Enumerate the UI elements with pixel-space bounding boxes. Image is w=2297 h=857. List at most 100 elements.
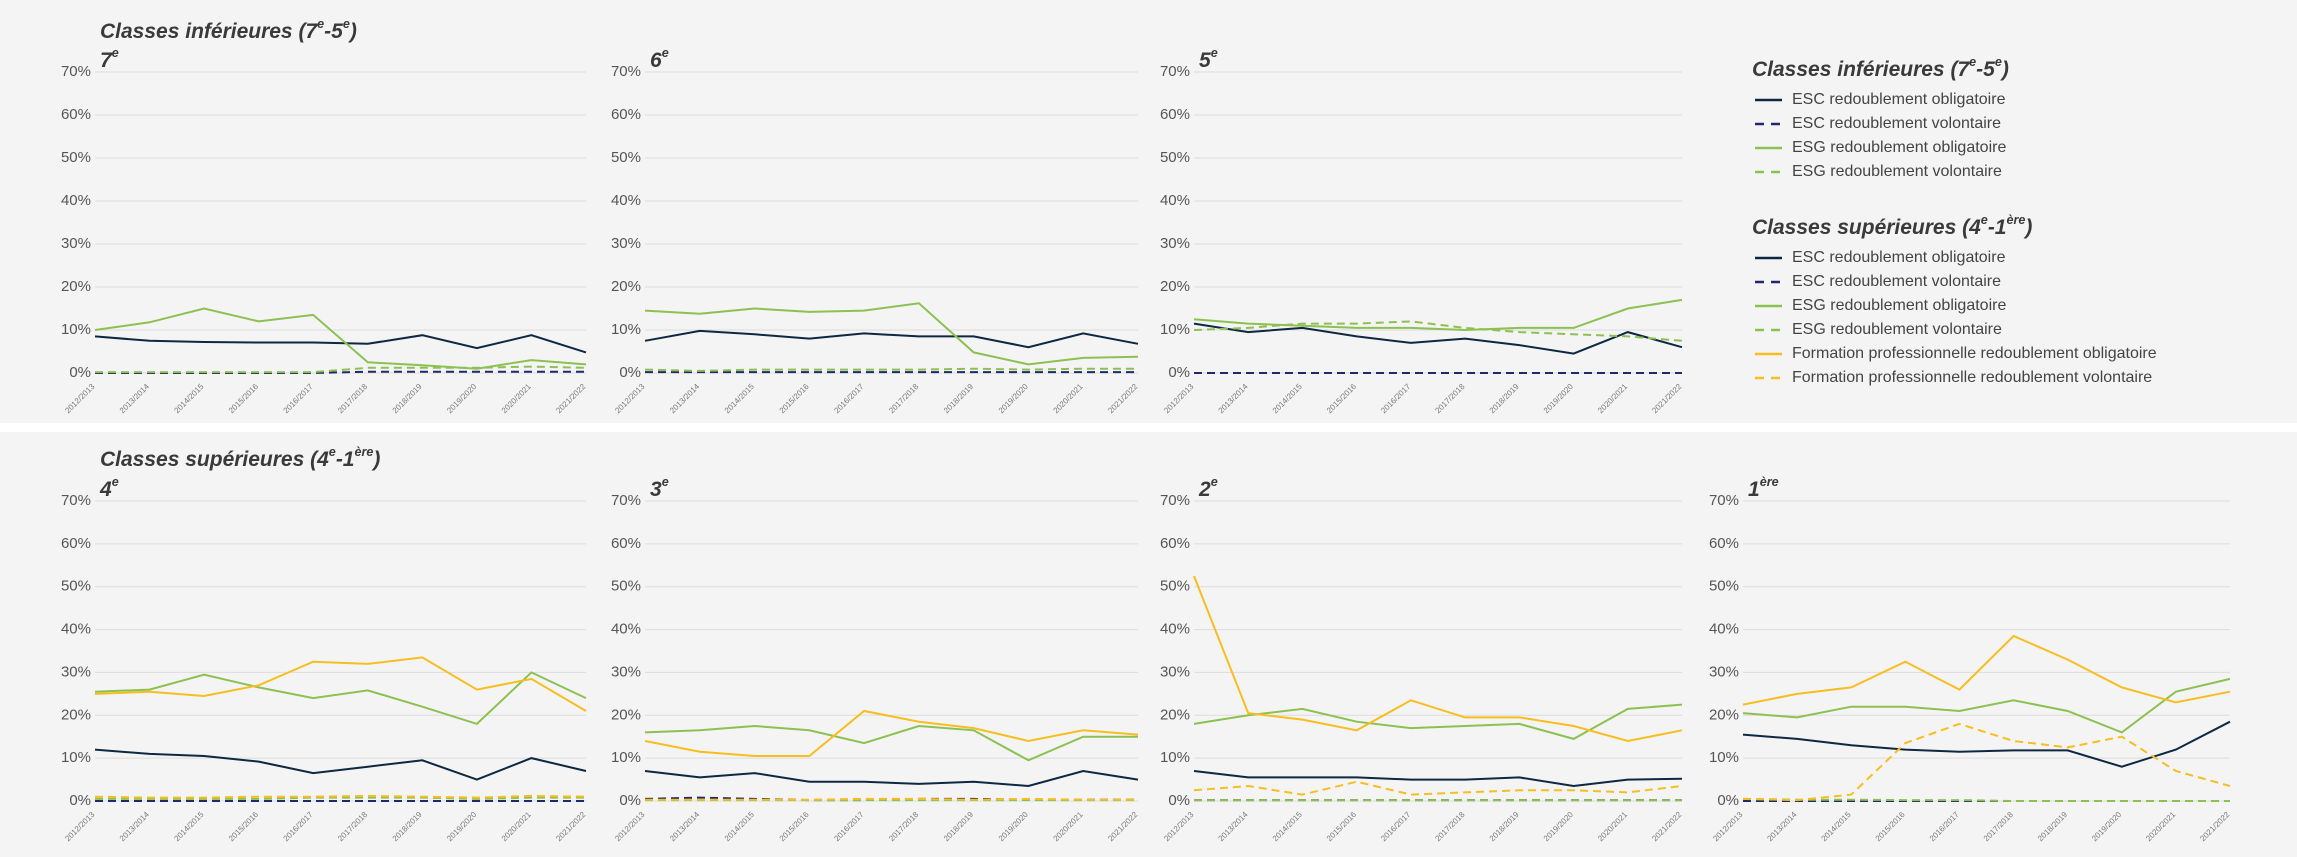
legend-label: ESG redoublement volontaire xyxy=(1792,321,2002,338)
y-tick-label: 70% xyxy=(61,63,91,80)
y-tick-label: 30% xyxy=(611,663,641,680)
legend-label: ESG redoublement obligatoire xyxy=(1792,139,2006,156)
series-line xyxy=(94,794,587,799)
y-tick-label: 10% xyxy=(1160,321,1190,338)
panel-title-part: ère xyxy=(355,445,374,459)
y-tick-label: 30% xyxy=(61,663,91,680)
panel-title-part: e xyxy=(329,445,336,459)
series-line xyxy=(644,367,1138,372)
legend-label: Formation professionnelle redoublement o… xyxy=(1792,345,2157,362)
y-tick-label: 30% xyxy=(61,235,91,252)
y-tick-label: 10% xyxy=(611,321,641,338)
y-tick-label: 0% xyxy=(69,792,91,809)
series-line xyxy=(644,329,1139,349)
panel-title-part: e xyxy=(317,17,324,31)
y-tick-label: 0% xyxy=(69,364,91,381)
series-line xyxy=(1742,677,2231,734)
legend-title-part: Classes inférieures (7 xyxy=(1752,58,1970,81)
y-tick-label: 40% xyxy=(1160,621,1190,638)
series-line xyxy=(644,724,1138,762)
y-tick-label: 30% xyxy=(1709,663,1739,680)
y-tick-label: 10% xyxy=(1709,749,1739,766)
y-tick-label: 50% xyxy=(61,149,91,166)
y-tick-label: 10% xyxy=(61,321,91,338)
chart-label-part: e xyxy=(662,475,669,489)
chart-label-part: e xyxy=(662,46,669,60)
legend-title-part: ère xyxy=(2007,213,2026,227)
series-line xyxy=(1193,770,1683,788)
chart-label: 1ère xyxy=(1748,475,1779,500)
y-tick-label: 70% xyxy=(1709,492,1739,509)
series-line xyxy=(1193,298,1683,332)
y-tick-label: 50% xyxy=(1160,578,1190,595)
series-line xyxy=(1193,703,1683,740)
legend-title: Classes inférieures (7e-5e) xyxy=(1752,55,2009,80)
legend-label: Formation professionnelle redoublement v… xyxy=(1792,369,2152,386)
chart-label-part: 1 xyxy=(1748,478,1760,501)
y-tick-label: 40% xyxy=(1709,621,1739,638)
legend-label: ESC redoublement volontaire xyxy=(1792,273,2001,290)
y-tick-label: 60% xyxy=(1160,106,1190,123)
chart-label-part: 3 xyxy=(650,478,662,501)
y-tick-label: 40% xyxy=(611,621,641,638)
y-tick-label: 20% xyxy=(1160,706,1190,723)
chart-label-part: 6 xyxy=(650,49,662,72)
y-tick-label: 10% xyxy=(61,749,91,766)
panel-title: Classes supérieures (4e-1ère) xyxy=(100,445,380,470)
series-line xyxy=(1193,780,1683,796)
series-line xyxy=(94,334,587,354)
series-line xyxy=(645,797,1138,801)
top-panel-bg xyxy=(0,0,2297,423)
chart-label-part: e xyxy=(1211,475,1218,489)
chart-label: 3e xyxy=(650,475,669,500)
chart-label-part: e xyxy=(1211,46,1218,60)
y-tick-label: 60% xyxy=(61,106,91,123)
y-tick-label: 0% xyxy=(619,792,641,809)
series-line xyxy=(1742,722,2231,802)
legend-label: ESC redoublement volontaire xyxy=(1792,115,2001,132)
chart-label-part: ère xyxy=(1760,475,1779,489)
panel-title-part: Classes inférieures (7 xyxy=(100,20,318,43)
legend-label: ESG redoublement obligatoire xyxy=(1792,297,2006,314)
y-tick-label: 20% xyxy=(611,278,641,295)
y-tick-label: 70% xyxy=(611,492,641,509)
y-tick-label: 20% xyxy=(1709,706,1739,723)
chart-label: 4e xyxy=(99,475,119,500)
panel-title: Classes inférieures (7e-5e) xyxy=(100,17,357,42)
series-line xyxy=(95,365,587,374)
y-tick-label: 20% xyxy=(61,706,91,723)
chart-label: 6e xyxy=(650,46,669,71)
y-tick-label: 60% xyxy=(1709,535,1739,552)
y-tick-label: 50% xyxy=(1709,578,1739,595)
chart-label-part: e xyxy=(112,475,119,489)
y-tick-label: 60% xyxy=(1160,535,1190,552)
chart-label-part: 4 xyxy=(99,478,112,501)
y-tick-label: 10% xyxy=(1160,749,1190,766)
series-line xyxy=(95,796,586,800)
y-tick-label: 0% xyxy=(1168,364,1190,381)
y-tick-label: 40% xyxy=(1160,192,1190,209)
y-tick-label: 0% xyxy=(1168,792,1190,809)
y-tick-label: 60% xyxy=(61,535,91,552)
panel-title-part: -1 xyxy=(336,448,355,471)
chart-label-part: 5 xyxy=(1199,49,1211,72)
legend-label: ESG redoublement volontaire xyxy=(1792,163,2002,180)
legend-label: ESC redoublement obligatoire xyxy=(1792,249,2006,266)
chart-label-part: e xyxy=(112,46,119,60)
series-line xyxy=(94,656,587,712)
chart-label-part: 7 xyxy=(100,49,113,72)
y-tick-label: 0% xyxy=(1717,792,1739,809)
y-tick-label: 40% xyxy=(611,192,641,209)
panel-title-part: ) xyxy=(348,20,357,43)
panel-title-part: -5 xyxy=(324,20,343,43)
y-tick-label: 70% xyxy=(61,492,91,509)
series-line xyxy=(644,302,1139,366)
y-tick-label: 60% xyxy=(611,106,641,123)
y-tick-label: 70% xyxy=(1160,492,1190,509)
panel-title-part: ) xyxy=(371,448,380,471)
legend-label: ESC redoublement obligatoire xyxy=(1792,91,2006,108)
series-line xyxy=(1742,720,2231,768)
y-tick-label: 60% xyxy=(611,535,641,552)
legend-title: Classes supérieures (4e-1ère) xyxy=(1752,213,2032,238)
